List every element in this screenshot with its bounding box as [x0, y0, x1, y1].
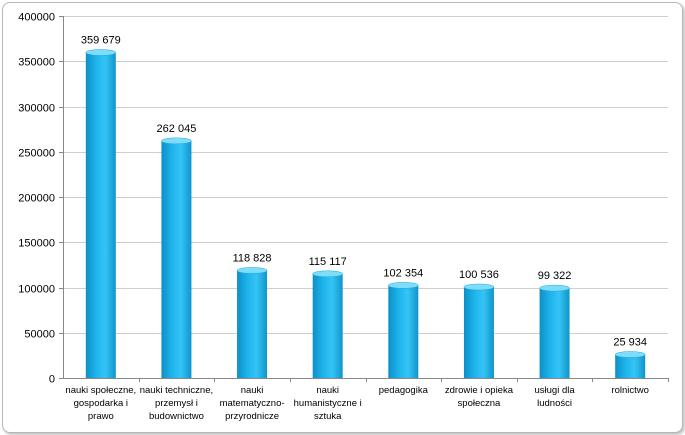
data-label: 102 354 [383, 267, 423, 279]
category-label: rolnictwo [611, 385, 649, 396]
category-label-line: ludności [537, 398, 572, 409]
category-label: nauki humanistyczne i sztuka [294, 385, 362, 422]
bar-top [85, 49, 117, 56]
category-label-line: humanistyczne i [294, 398, 362, 409]
bar-top [161, 137, 192, 145]
bar-top [463, 283, 495, 291]
data-label: 118 828 [233, 252, 272, 264]
category-label-line: społeczna [458, 398, 501, 409]
bar-top [236, 267, 268, 274]
gridlines [63, 16, 668, 334]
bar-top [614, 351, 646, 358]
category-label: nauki techniczne, przemysł i budownictwo [140, 385, 213, 422]
category-label: nauki społeczne, gospodarka i prawo [65, 385, 136, 422]
bar [312, 273, 343, 378]
category-label-line: budownictwo [149, 411, 204, 422]
category-label: usługi dla ludności [534, 385, 575, 409]
data-label: 359 679 [81, 34, 121, 46]
category-label: nauki matematyczno-przyrodnicze [220, 385, 285, 422]
y-tick-label: 400000 [18, 12, 55, 24]
category-label-line: prawo [88, 411, 114, 422]
bar [85, 52, 116, 378]
category-label-line: gospodarka i [74, 398, 128, 409]
y-tick-label: 0 [49, 374, 55, 386]
data-label: 99 322 [538, 270, 572, 282]
axes [59, 16, 669, 382]
y-tick-label: 300000 [18, 103, 55, 115]
y-tick-label: 350000 [18, 57, 55, 69]
category-label-line: przyrodnicze [225, 411, 279, 422]
category-labels: nauki społeczne, gospodarka i prawo nauki t… [65, 385, 649, 422]
y-tick-label: 200000 [18, 193, 55, 205]
category-label-line: zdrowie i opieka [445, 385, 514, 396]
y-tick-label: 100000 [18, 284, 55, 296]
bar-top [388, 282, 419, 289]
bar [388, 285, 419, 378]
category-label-line: matematyczno- [220, 398, 285, 409]
category-label-line: przemysł i [155, 398, 198, 409]
category-label-line: pedagogika [379, 385, 429, 396]
y-tick-label: 250000 [18, 148, 55, 160]
bars [85, 49, 646, 378]
bar [237, 270, 268, 378]
y-tick-labels: 0 50000 100000 150000 200000 250000 300000 3500… [18, 12, 55, 386]
bar [463, 287, 494, 378]
y-tick-label: 150000 [18, 238, 55, 250]
data-label: 25 934 [613, 337, 647, 349]
data-labels: 359 679 262 045 118 828 115 117 102 354 100 5… [81, 34, 647, 348]
category-label-line: nauki [241, 385, 264, 396]
data-label: 100 536 [459, 269, 499, 281]
category-label: zdrowie i opieka społeczna [445, 385, 514, 409]
bar [539, 288, 570, 378]
category-label-line: nauki [316, 385, 339, 396]
data-label: 115 117 [309, 256, 347, 268]
category-label-line: nauki społeczne, [65, 385, 136, 396]
category-label-line: usługi dla [534, 385, 575, 396]
category-label: pedagogika [379, 385, 429, 396]
y-tick-label: 50000 [24, 329, 55, 341]
bar-top [312, 270, 343, 278]
data-label: 262 045 [157, 123, 197, 135]
bar-top [539, 284, 570, 292]
category-label-line: sztuka [314, 411, 342, 422]
category-label-line: nauki techniczne, [140, 385, 213, 396]
bar [615, 354, 646, 378]
category-label-line: rolnictwo [611, 385, 649, 396]
bar [161, 140, 192, 378]
